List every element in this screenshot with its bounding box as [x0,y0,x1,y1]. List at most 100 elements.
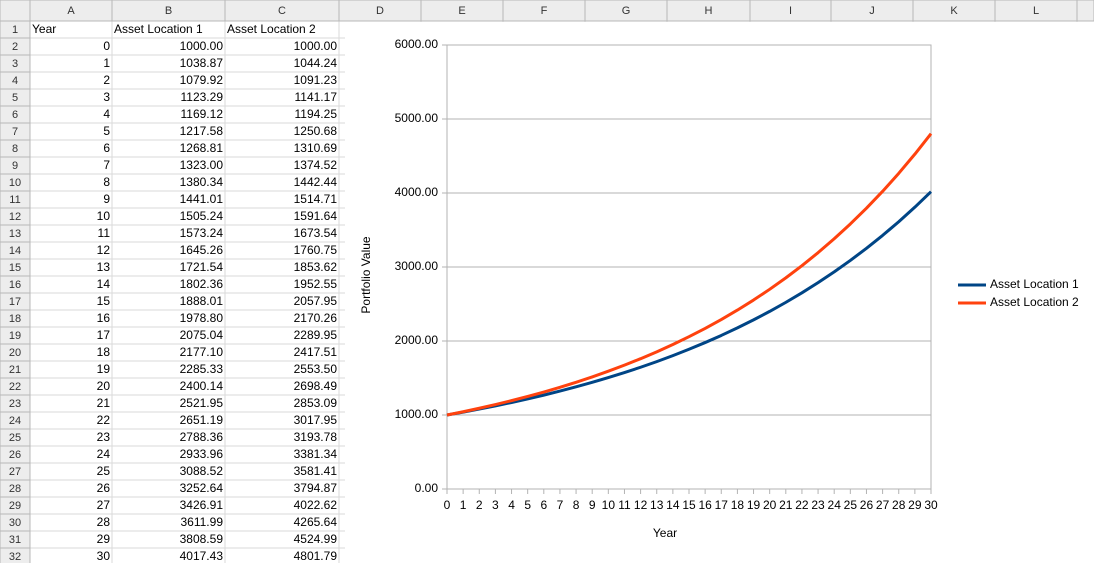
cell: 4017.43 [180,549,224,563]
x-tick-label: 18 [731,498,745,512]
column-letter: J [869,5,875,17]
row-number: 19 [9,330,21,342]
x-tick-label: 25 [844,498,858,512]
column-header[interactable] [994,0,1078,22]
cell: 8 [103,175,110,189]
row-number: 14 [9,245,21,257]
cell: 1194.25 [295,107,338,121]
cell: 1645.26 [180,243,224,257]
cell: 4265.64 [294,515,338,529]
cell: 1978.80 [180,311,224,325]
row-number: 16 [9,279,21,291]
column-letter: A [67,5,75,17]
cell: 4 [103,107,110,121]
cell: 1380.34 [180,175,224,189]
row-number: 27 [9,466,21,478]
cell: 3808.59 [180,532,224,546]
x-tick-label: 12 [634,498,648,512]
x-tick-label: 20 [763,498,777,512]
cell: 1802.36 [180,277,224,291]
row-number: 20 [9,347,21,359]
row-number: 31 [9,534,21,546]
cell: 29 [97,532,111,546]
row-number: 8 [12,143,18,155]
column-letter: E [458,5,465,17]
cell: 1079.92 [180,73,224,87]
cell: 2057.95 [294,294,338,308]
row-number: 4 [12,75,18,87]
cell: 1141.17 [295,90,338,104]
cell: 3581.41 [294,464,338,478]
cell: 12 [97,243,111,257]
cell: 6 [103,141,110,155]
column-letter: H [705,5,713,17]
cell: 3794.87 [294,481,338,495]
header-cell: Year [32,22,56,36]
cell: 1591.64 [294,209,338,223]
cell: 1044.24 [294,56,338,70]
cell: 3611.99 [181,515,224,529]
row-number: 13 [9,228,21,240]
cell: 1217.58 [180,124,224,138]
column-letter: G [622,5,631,17]
cell: 2075.04 [180,328,224,342]
cell: 18 [97,345,111,359]
cell: 1250.68 [294,124,338,138]
column-letter: F [541,5,548,17]
row-number: 24 [9,415,21,427]
header-cell: Asset Location 1 [114,22,203,36]
row-number: 28 [9,483,21,495]
row-number: 29 [9,500,21,512]
y-tick-label: 4000.00 [395,185,439,199]
cell: 1760.75 [294,243,338,257]
series-line [446,190,933,417]
row-number: 6 [12,109,18,121]
row-number: 3 [12,58,18,70]
x-tick-label: 26 [860,498,874,512]
cell: 1441.01 [180,192,224,206]
cell: 11 [98,226,111,240]
x-tick-label: 15 [682,498,696,512]
x-tick-label: 1 [460,498,467,512]
cell: 7 [103,158,110,172]
cell: 2400.14 [180,379,224,393]
cell: 19 [97,362,111,376]
cell: 3193.78 [294,430,338,444]
cell: 3381.34 [294,447,338,461]
x-tick-label: 22 [795,498,809,512]
cell: 23 [97,430,111,444]
cell: 4524.99 [294,532,338,546]
cell: 1268.81 [180,141,224,155]
x-tick-label: 8 [573,498,580,512]
y-tick-label: 5000.00 [395,111,439,125]
row-number: 10 [9,177,21,189]
cell: 1442.44 [294,175,338,189]
row-header[interactable] [0,547,31,563]
cell: 2170.26 [294,311,338,325]
cell: 4801.79 [294,549,338,563]
cell: 1374.52 [294,158,338,172]
row-number: 12 [9,211,21,223]
column-letter: C [278,5,286,17]
y-tick-label: 3000.00 [395,259,439,273]
cell: 1091.23 [294,73,338,87]
cell: 2177.10 [180,345,224,359]
row-number: 17 [9,296,21,308]
header-cell: Asset Location 2 [227,22,316,36]
cell: 9 [103,192,110,206]
cell: 1514.71 [294,192,338,206]
x-tick-label: 9 [589,498,596,512]
cell: 25 [97,464,111,478]
cell: 1673.54 [294,226,338,240]
cell: 2289.95 [294,328,338,342]
x-tick-label: 23 [811,498,825,512]
row-number: 23 [9,398,21,410]
cell: 0 [103,39,110,53]
cell: 3017.95 [294,413,338,427]
cell: 16 [97,311,111,325]
cell: 1323.00 [180,158,224,172]
cell: 1123.29 [181,90,224,104]
cell: 3088.52 [180,464,224,478]
x-tick-label: 7 [557,498,564,512]
